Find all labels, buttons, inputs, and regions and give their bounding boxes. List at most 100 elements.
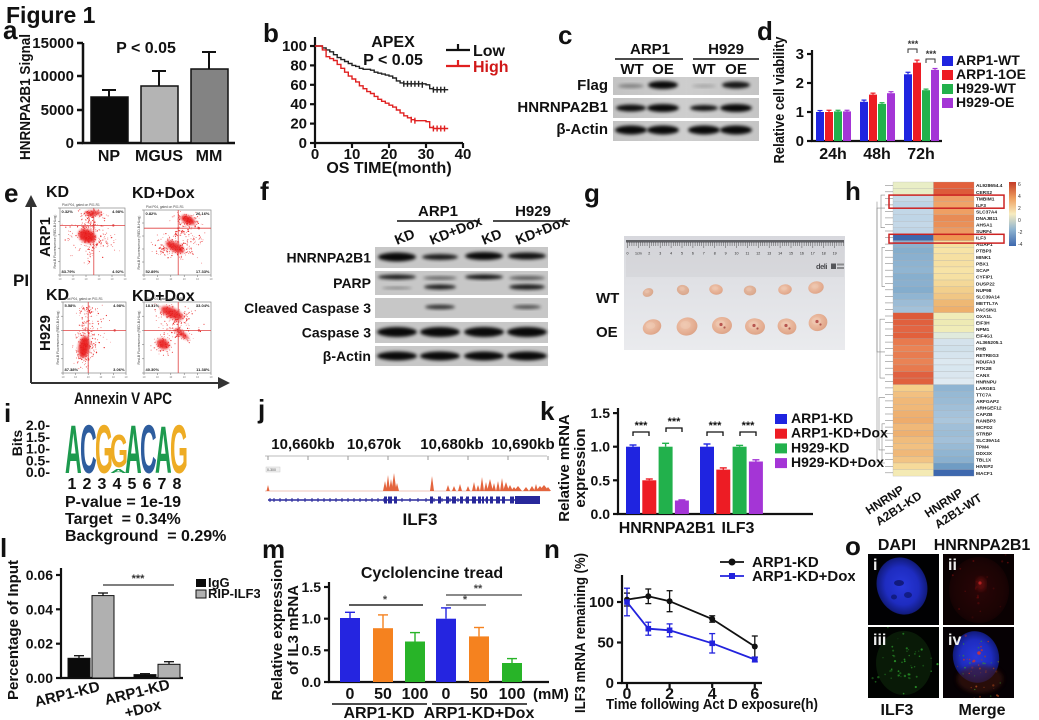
svg-text:ARP1-KD: ARP1-KD [343, 705, 414, 720]
svg-text:24h: 24h [819, 146, 847, 163]
svg-text:(mM): (mM) [533, 686, 569, 703]
svg-text:100: 100 [589, 594, 614, 611]
svg-text:52.89%: 52.89% [146, 269, 160, 274]
svg-text:ARFGAP2: ARFGAP2 [976, 399, 999, 405]
svg-text:0.02: 0.02 [26, 636, 53, 652]
svg-text:0: 0 [311, 146, 319, 163]
svg-text:0: 0 [796, 133, 804, 150]
svg-text:SLC39A14: SLC39A14 [976, 294, 1000, 300]
svg-text:STRBP: STRBP [976, 432, 993, 438]
svg-text:60: 60 [290, 77, 307, 94]
svg-text:10: 10 [112, 375, 115, 379]
svg-text:17: 17 [811, 252, 815, 256]
svg-text:10: 10 [344, 146, 361, 163]
svg-text:Relative expression: Relative expression [270, 560, 286, 701]
svg-text:G: G [110, 425, 128, 477]
svg-text:10: 10 [156, 375, 159, 379]
svg-text:0: 0 [606, 675, 614, 692]
svg-text:***: *** [709, 420, 723, 432]
svg-text:WT: WT [692, 61, 715, 78]
svg-text:100: 100 [282, 38, 307, 55]
svg-text:TPM4: TPM4 [976, 445, 989, 451]
svg-text:11.38%: 11.38% [196, 367, 210, 372]
svg-text:NPM1: NPM1 [976, 327, 990, 333]
svg-text:ARP1: ARP1 [418, 203, 458, 220]
svg-text:20: 20 [290, 116, 307, 133]
svg-text:TTC7A: TTC7A [976, 392, 992, 398]
svg-text:30: 30 [418, 146, 435, 163]
svg-text:AL365205.1: AL365205.1 [976, 340, 1003, 346]
svg-text:10: 10 [111, 277, 114, 281]
svg-text:0: 0 [346, 686, 355, 703]
svg-text:CYFIP1: CYFIP1 [976, 275, 993, 281]
svg-text:4: 4 [670, 252, 672, 256]
svg-text:10: 10 [87, 375, 90, 379]
svg-text:1: 1 [796, 104, 804, 121]
svg-text:2: 2 [648, 252, 650, 256]
svg-text:SURF4: SURF4 [976, 229, 992, 235]
svg-text:10000: 10000 [32, 68, 74, 85]
svg-text:0: 0 [623, 686, 632, 703]
svg-text:6: 6 [692, 252, 694, 256]
svg-text:5: 5 [681, 252, 683, 256]
svg-text:A: A [125, 415, 142, 488]
svg-text:deli: deli [816, 262, 827, 271]
svg-text:2: 2 [796, 75, 804, 92]
svg-text:100: 100 [402, 686, 429, 703]
svg-text:1.0: 1.0 [591, 439, 611, 455]
svg-text:33.04%: 33.04% [196, 303, 210, 308]
svg-text:0.0: 0.0 [591, 506, 611, 522]
svg-text:20: 20 [381, 146, 398, 163]
svg-text:EIF4G1: EIF4G1 [976, 334, 993, 340]
svg-text:5.58%: 5.58% [65, 303, 77, 308]
svg-text:48h: 48h [863, 146, 891, 163]
svg-text:P < 0.05: P < 0.05 [363, 52, 423, 69]
svg-text:10,680kb: 10,680kb [420, 436, 483, 453]
svg-text:4: 4 [1018, 194, 1021, 200]
svg-text:ARP1-KD+Dox: ARP1-KD+Dox [791, 425, 888, 441]
svg-text:0.5-: 0.5- [26, 452, 50, 468]
svg-text:40: 40 [290, 96, 307, 113]
svg-text:Target = 0.34%: Target = 0.34% [65, 511, 181, 528]
svg-text:OE: OE [596, 324, 618, 341]
svg-text:3: 3 [659, 252, 661, 256]
svg-text:10: 10 [183, 277, 186, 281]
svg-text:***: *** [926, 49, 937, 59]
svg-text:10: 10 [735, 252, 739, 256]
svg-text:15000: 15000 [32, 35, 74, 52]
svg-text:10: 10 [143, 375, 146, 379]
svg-text:26.16%: 26.16% [196, 211, 210, 216]
svg-text:3: 3 [98, 476, 107, 493]
svg-text:KD: KD [392, 225, 417, 247]
svg-text:KD: KD [46, 287, 69, 304]
svg-text:Relative mRNA: Relative mRNA [556, 414, 573, 522]
svg-text:10,670k: 10,670k [347, 436, 402, 453]
svg-text:Relative cell viability: Relative cell viability [771, 36, 788, 164]
svg-text:Caspase 3: Caspase 3 [302, 325, 371, 341]
svg-text:KD: KD [46, 185, 69, 201]
svg-text:19: 19 [833, 252, 837, 256]
svg-text:P < 0.05: P < 0.05 [116, 40, 176, 57]
svg-text:HNRNPA2B1 Signal: HNRNPA2B1 Signal [17, 34, 34, 160]
svg-text:Plot P04, gated on P01.R1: Plot P04, gated on P01.R1 [62, 203, 100, 207]
svg-text:ARP1-KD: ARP1-KD [752, 554, 819, 571]
svg-text:6: 6 [750, 686, 759, 703]
svg-text:1.5: 1.5 [591, 405, 611, 421]
svg-text:TMBIM1: TMBIM1 [976, 196, 995, 202]
svg-text:***: *** [132, 573, 146, 585]
svg-text:50: 50 [374, 686, 392, 703]
svg-text:METTL7A: METTL7A [976, 301, 999, 307]
svg-text:0.06: 0.06 [26, 567, 53, 583]
svg-text:**: ** [474, 583, 483, 595]
svg-text:8: 8 [714, 252, 716, 256]
svg-text:5000: 5000 [41, 102, 74, 119]
svg-text:TBL1X: TBL1X [976, 458, 992, 464]
svg-text:2: 2 [1018, 206, 1021, 212]
svg-text:1.5: 1.5 [302, 579, 322, 595]
svg-text:10: 10 [124, 277, 127, 281]
svg-text:0.04: 0.04 [26, 601, 53, 617]
svg-text:iii: iii [873, 632, 886, 649]
svg-text:ILF3: ILF3 [976, 236, 986, 242]
svg-text:0: 0 [627, 252, 629, 256]
svg-text:CANX: CANX [976, 373, 990, 379]
